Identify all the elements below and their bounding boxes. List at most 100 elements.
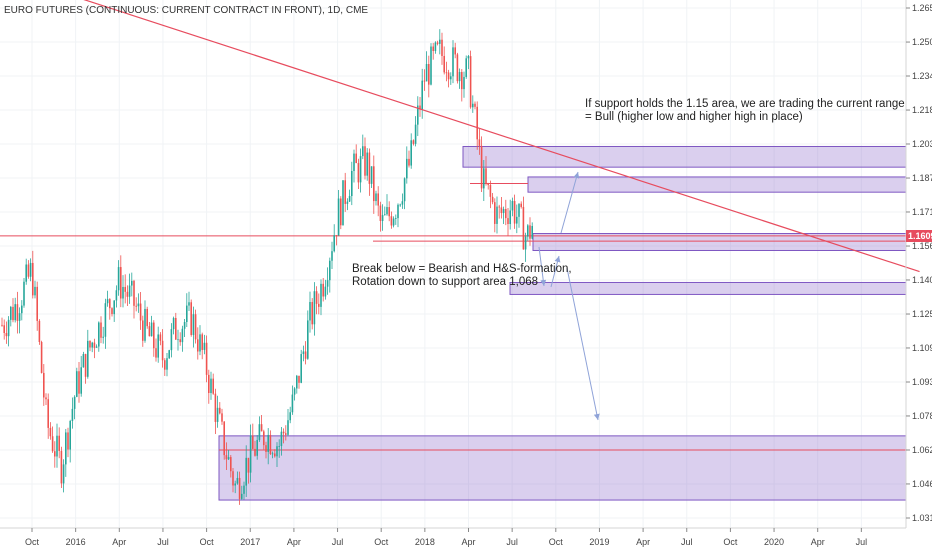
candle-body [25,264,27,282]
candle-body [469,56,472,108]
candle-body [441,39,443,56]
candle-body [164,360,166,370]
candle-body [238,477,241,499]
candle-body [192,314,195,335]
candle-body [254,448,256,456]
candle-body [311,302,313,325]
candle-body [392,218,395,226]
candle-body [278,446,280,447]
candle-body [322,283,324,297]
candle-body [390,216,393,226]
candle-body [368,152,371,184]
candle-body [300,354,302,383]
x-tick-label: Jul [856,537,868,547]
candle-body [520,203,522,207]
candle-body [221,413,223,422]
candle-body [291,394,294,413]
candle-body [476,106,478,140]
current-price-tag [906,230,932,242]
candle-body [225,455,228,460]
candle-body [223,421,225,456]
y-tick-label: 1.12500 [912,309,932,319]
x-axis[interactable]: Oct 2016 Apr Jul Oct 2017 Apr Jul Oct 2018 Apr Jul O… [25,528,867,547]
candle-body [498,206,500,208]
candle-body [247,457,250,473]
candle-body [516,216,518,224]
candle-body [289,412,291,421]
candle-body [236,477,239,484]
candle-body [126,291,129,297]
candle-body [307,320,309,359]
x-tick-label: 2019 [589,537,609,547]
candle-body [267,434,269,452]
candle-body [329,260,331,281]
candle-body [203,342,206,350]
candle-body [230,457,232,472]
candle-body [210,378,212,394]
candle-body [258,424,261,440]
x-tick-label: Oct [200,537,215,547]
projection-arrow-4 [566,267,600,421]
candle-body [98,322,100,347]
candle-body [172,317,175,330]
candle-body [384,214,386,216]
trendline [83,0,920,273]
candle-body [432,46,434,52]
candle-body [32,262,34,296]
candle-body [401,201,404,205]
candle-body [100,322,102,338]
candle-body [518,203,520,217]
candle-body [370,166,373,184]
candle-body [315,291,318,304]
candle-body [10,306,12,320]
candle-body [150,322,153,337]
candle-body [21,305,23,314]
y-tick-label: 1.17190 [912,207,932,217]
candle-body [166,358,168,370]
candle-body [351,170,353,197]
candle-body [1,324,3,326]
candle-body [454,47,456,55]
candle-body [65,432,67,465]
candle-body [298,375,300,383]
x-tick-label: Apr [461,537,475,547]
y-tick-label: 1.20315 [912,139,932,149]
candle-body [480,145,483,189]
candle-body [168,350,170,359]
candle-body [214,393,217,422]
candle-body [78,371,80,394]
candle-body [373,166,375,202]
y-axis[interactable]: 1.26565 1.25000 1.23440 1.21875 1.20315 1.187… [906,3,932,523]
candle-body [381,215,384,221]
candle-body [463,76,465,90]
candle-body [56,435,58,457]
y-tick-label: 1.18750 [912,173,932,183]
candle-body [87,340,89,377]
candle-body [181,328,184,343]
candle-body [434,42,437,52]
y-tick-label: 1.03125 [912,513,932,523]
candle-body [335,235,338,236]
candle-body [496,206,498,224]
candle-body [212,378,214,394]
x-tick-label: 2017 [240,537,260,547]
candle-body [293,388,296,395]
candle-body [146,308,148,327]
y-tick-label: 1.06250 [912,445,932,455]
candle-body [232,471,234,486]
candle-body [117,267,120,291]
candle-body [260,424,263,432]
candle-body [425,64,428,82]
candle-body [500,207,503,214]
candle-body [489,185,492,197]
candle-body [331,251,333,261]
annotation-bull-line-1: If support holds the 1.15 area, we are t… [585,98,905,110]
candle-body [456,54,459,82]
candle-body [245,457,247,486]
candle-body [447,72,450,80]
candle-body [406,158,408,179]
candle-body [194,314,197,340]
candle-body [461,72,463,90]
candle-body [502,209,505,214]
